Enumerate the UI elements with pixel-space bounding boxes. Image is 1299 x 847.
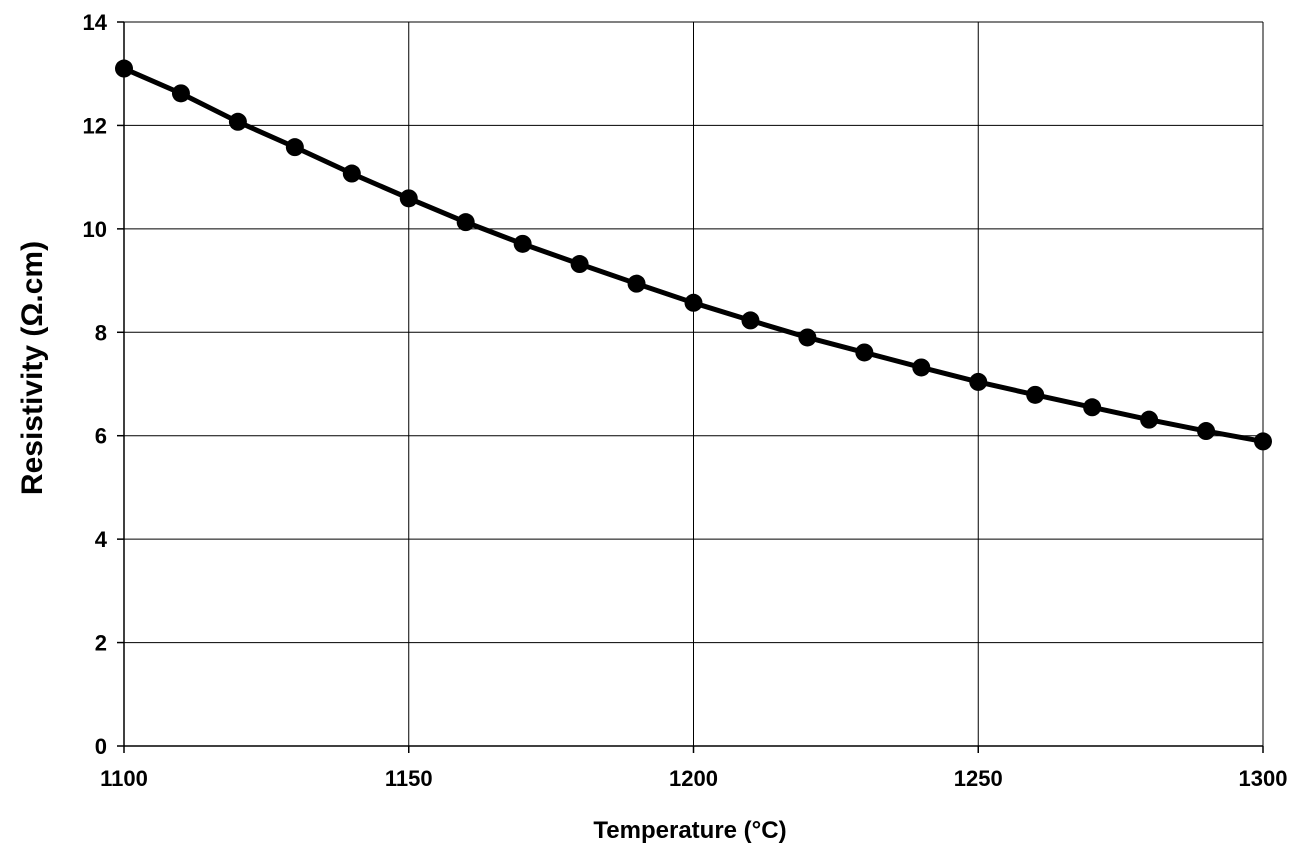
y-tick-label: 6: [95, 424, 107, 449]
y-tick-label: 12: [83, 113, 107, 138]
data-point: [1197, 422, 1216, 441]
data-point: [1083, 398, 1102, 417]
x-tick-label: 1150: [385, 766, 433, 791]
x-tick-labels: 1100 1150 1200 1250 1300: [100, 766, 1287, 791]
y-axis-title: Resistivity (Ω.cm): [16, 241, 49, 495]
x-tick-label: 1100: [100, 766, 148, 791]
data-point: [912, 358, 931, 377]
data-series: [115, 59, 1272, 451]
data-point: [741, 311, 760, 330]
y-tick-label: 8: [95, 320, 107, 345]
y-tick-label: 0: [95, 734, 107, 759]
data-point: [1140, 410, 1159, 429]
x-tick-label: 1200: [669, 766, 718, 791]
y-tick-label: 10: [83, 217, 107, 242]
data-point: [1026, 385, 1045, 404]
y-tick-label: 4: [95, 527, 108, 552]
data-point: [399, 189, 418, 208]
data-point: [171, 84, 190, 103]
data-point: [969, 372, 988, 391]
data-point: [115, 59, 133, 78]
data-point: [285, 138, 304, 157]
data-point: [342, 164, 361, 183]
y-tick-label: 14: [83, 10, 108, 35]
data-point: [456, 213, 475, 232]
data-point: [570, 255, 589, 274]
x-axis-title: Temperature (°C): [593, 817, 786, 844]
y-tick-labels: 0 2 4 6 8 10 12 14: [83, 10, 108, 759]
grid-lines: [124, 21, 1264, 746]
data-point: [798, 328, 817, 347]
data-point: [627, 274, 646, 293]
x-tick-label: 1300: [1239, 766, 1288, 791]
data-point: [855, 343, 874, 362]
data-point: [513, 234, 532, 253]
x-tick-label: 1250: [954, 766, 1003, 791]
data-point: [228, 112, 247, 131]
axes: [117, 21, 1264, 753]
y-tick-label: 2: [95, 631, 107, 656]
data-point: [1254, 432, 1272, 451]
data-point: [684, 293, 703, 312]
